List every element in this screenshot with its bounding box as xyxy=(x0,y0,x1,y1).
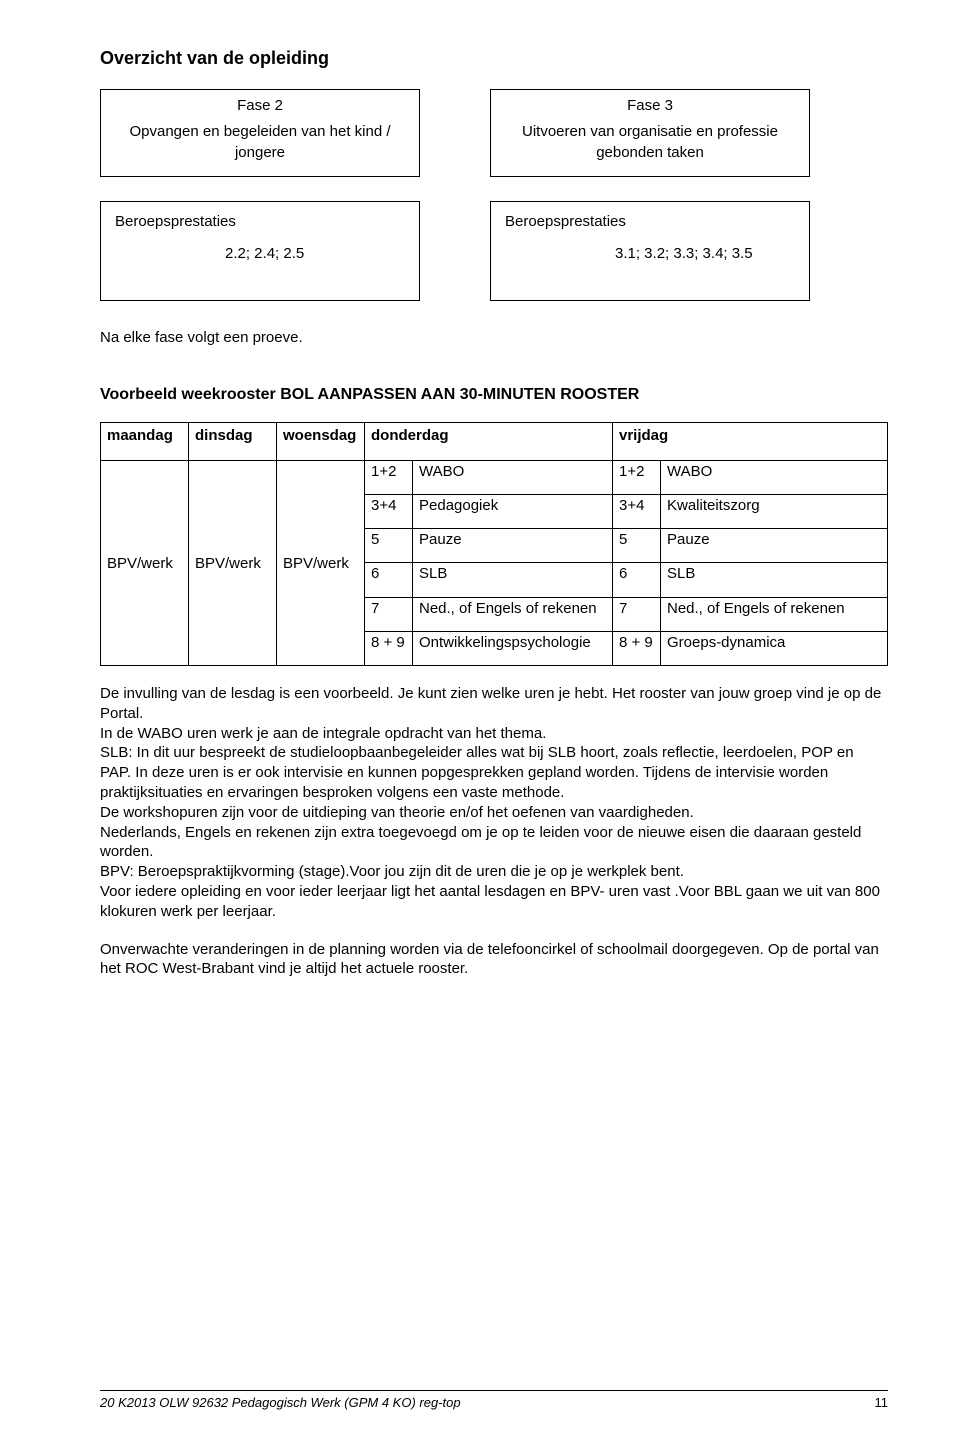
phase-box-right: Fase 3 Uitvoeren van organisatie en prof… xyxy=(490,89,810,177)
rooster-header-row: maandag dinsdag woensdag donderdag vrijd… xyxy=(101,423,888,461)
phase-label-right: Fase 3 xyxy=(501,96,799,116)
header-dinsdag: dinsdag xyxy=(189,423,277,461)
cell-t2: SLB xyxy=(661,563,888,597)
cell-n2: 3+4 xyxy=(613,495,661,529)
phase-label-left: Fase 2 xyxy=(111,96,409,116)
subheading-rooster: Voorbeeld weekrooster BOL AANPASSEN AAN … xyxy=(100,386,888,404)
cell-n1: 5 xyxy=(365,529,413,563)
phase-desc-left: Opvangen en begeleiden van het kind / jo… xyxy=(111,122,409,163)
cell-t1: Pauze xyxy=(413,529,613,563)
header-woensdag: woensdag xyxy=(277,423,365,461)
header-vrijdag: vrijdag xyxy=(613,423,888,461)
prestatie-box-right: Beroepsprestaties 3.1; 3.2; 3.3; 3.4; 3.… xyxy=(490,201,810,301)
cell-t2: Ned., of Engels of rekenen xyxy=(661,597,888,631)
paragraph: De invulling van de lesdag is een voorbe… xyxy=(100,684,888,724)
paragraph: In de WABO uren werk je aan de integrale… xyxy=(100,724,888,744)
bp-label-left: Beroepsprestaties xyxy=(115,212,405,232)
na-elke-fase: Na elke fase volgt een proeve. xyxy=(100,329,888,346)
cell-n2: 7 xyxy=(613,597,661,631)
prestatie-box-left: Beroepsprestaties 2.2; 2.4; 2.5 xyxy=(100,201,420,301)
bpv-cell-ma: BPV/werk xyxy=(101,461,189,666)
paragraph: Voor iedere opleiding en voor ieder leer… xyxy=(100,882,888,922)
bp-label-right: Beroepsprestaties xyxy=(505,212,795,232)
paragraph: Onverwachte veranderingen in de planning… xyxy=(100,940,888,980)
header-maandag: maandag xyxy=(101,423,189,461)
phase-boxes: Fase 2 Opvangen en begeleiden van het ki… xyxy=(100,89,888,177)
cell-n1: 7 xyxy=(365,597,413,631)
cell-n1: 3+4 xyxy=(365,495,413,529)
footer-pagenum: 11 xyxy=(875,1395,889,1410)
cell-t2: Pauze xyxy=(661,529,888,563)
cell-n2: 6 xyxy=(613,563,661,597)
bpv-cell-wo: BPV/werk xyxy=(277,461,365,666)
page-footer: 20 K2013 OLW 92632 Pedagogisch Werk (GPM… xyxy=(100,1390,888,1410)
cell-t2: Kwaliteitszorg xyxy=(661,495,888,529)
bpv-cell-di: BPV/werk xyxy=(189,461,277,666)
cell-t1: Ned., of Engels of rekenen xyxy=(413,597,613,631)
page-title: Overzicht van de opleiding xyxy=(100,48,888,69)
cell-n2: 8 + 9 xyxy=(613,631,661,665)
bp-nums-left: 2.2; 2.4; 2.5 xyxy=(115,244,405,264)
header-donderdag: donderdag xyxy=(365,423,613,461)
prestatie-boxes: Beroepsprestaties 2.2; 2.4; 2.5 Beroepsp… xyxy=(100,201,888,301)
cell-t1: WABO xyxy=(413,461,613,495)
cell-t2: WABO xyxy=(661,461,888,495)
cell-t1: Pedagogiek xyxy=(413,495,613,529)
paragraph: Nederlands, Engels en rekenen zijn extra… xyxy=(100,823,888,863)
cell-n1: 6 xyxy=(365,563,413,597)
cell-t1: Ontwikkelingspsychologie xyxy=(413,631,613,665)
cell-n2: 5 xyxy=(613,529,661,563)
body-text: De invulling van de lesdag is een voorbe… xyxy=(100,684,888,979)
cell-n2: 1+2 xyxy=(613,461,661,495)
paragraph: SLB: In dit uur bespreekt de studieloopb… xyxy=(100,743,888,802)
phase-desc-right: Uitvoeren van organisatie en professie g… xyxy=(501,122,799,163)
cell-t1: SLB xyxy=(413,563,613,597)
cell-n1: 1+2 xyxy=(365,461,413,495)
cell-n1: 8 + 9 xyxy=(365,631,413,665)
rooster-table: maandag dinsdag woensdag donderdag vrijd… xyxy=(100,422,888,666)
paragraph: BPV: Beroepspraktijkvorming (stage).Voor… xyxy=(100,862,888,882)
table-row: BPV/werk BPV/werk BPV/werk 1+2 WABO 1+2 … xyxy=(101,461,888,495)
footer-left: 20 K2013 OLW 92632 Pedagogisch Werk (GPM… xyxy=(100,1395,461,1410)
cell-t2: Groeps-dynamica xyxy=(661,631,888,665)
bp-nums-right: 3.1; 3.2; 3.3; 3.4; 3.5 xyxy=(505,244,795,264)
phase-box-left: Fase 2 Opvangen en begeleiden van het ki… xyxy=(100,89,420,177)
paragraph: De workshopuren zijn voor de uitdieping … xyxy=(100,803,888,823)
